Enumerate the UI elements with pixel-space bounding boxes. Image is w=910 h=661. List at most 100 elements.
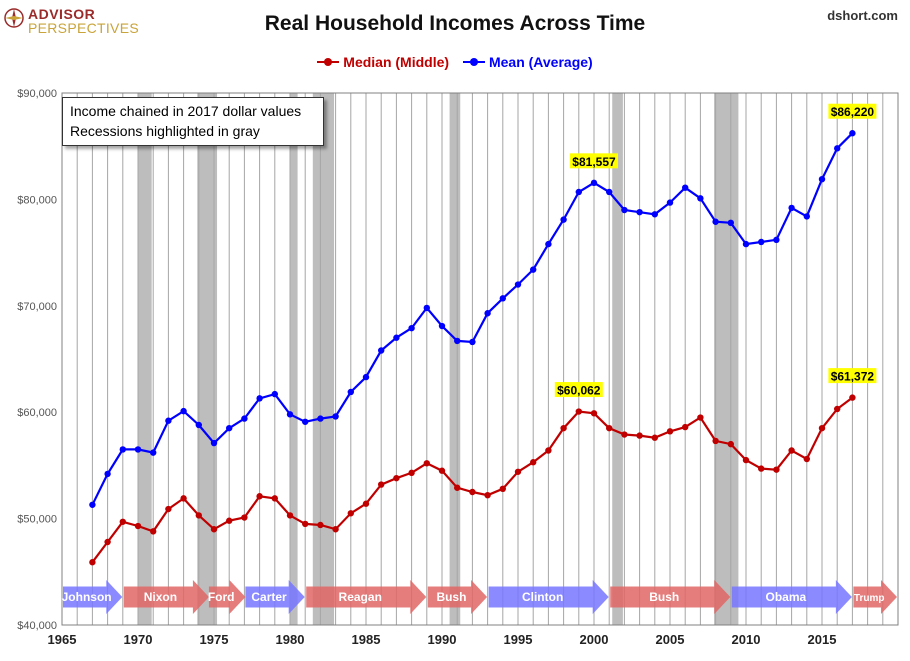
data-point-median bbox=[803, 455, 810, 463]
president-label: Ford bbox=[208, 590, 235, 604]
data-point-median bbox=[210, 526, 218, 533]
data-point-mean bbox=[104, 470, 111, 478]
data-point-median bbox=[89, 559, 96, 566]
data-point-mean bbox=[742, 240, 750, 248]
x-tick-label: 1975 bbox=[200, 632, 229, 647]
data-point-median bbox=[286, 512, 294, 519]
president-label: Clinton bbox=[522, 590, 563, 604]
annotation-highlight-1 bbox=[570, 153, 618, 169]
data-point-median bbox=[256, 493, 263, 500]
data-point-mean bbox=[590, 179, 598, 187]
data-point-median bbox=[484, 491, 491, 499]
data-point-median bbox=[697, 414, 704, 421]
data-point-median bbox=[302, 520, 309, 528]
president-label: Carter bbox=[251, 590, 287, 604]
legend-item-mean: Mean (Average) bbox=[462, 54, 593, 70]
data-point-mean bbox=[119, 446, 127, 453]
annotation-highlight-0 bbox=[554, 382, 603, 398]
data-point-mean bbox=[423, 304, 430, 312]
data-point-median bbox=[773, 466, 780, 473]
data-point-median bbox=[818, 424, 826, 432]
data-point-median bbox=[575, 408, 582, 415]
annotation-highlight-3 bbox=[828, 103, 877, 119]
data-point-mean bbox=[165, 417, 172, 424]
data-point-mean bbox=[621, 206, 628, 214]
data-point-median bbox=[347, 510, 354, 517]
data-point-mean bbox=[393, 334, 400, 341]
data-point-mean bbox=[378, 347, 385, 354]
y-tick-label: $80,000 bbox=[17, 194, 57, 206]
data-point-mean bbox=[803, 213, 810, 220]
data-point-median bbox=[545, 447, 552, 454]
data-point-median bbox=[317, 521, 324, 529]
advisor-perspectives-logo: ADVISOR PERSPECTIVES bbox=[4, 6, 144, 40]
data-point-median bbox=[742, 456, 750, 464]
data-point-median bbox=[150, 528, 157, 535]
data-point-mean bbox=[818, 175, 826, 183]
x-tick-label: 1985 bbox=[352, 632, 381, 647]
president-arrow-carter bbox=[245, 580, 305, 614]
data-point-median bbox=[438, 467, 446, 474]
note-line-recessions: Recessions highlighted in gray bbox=[70, 123, 260, 139]
annotation-label: $61,372 bbox=[831, 370, 875, 384]
y-tick-label: $90,000 bbox=[17, 88, 57, 100]
data-point-median bbox=[606, 424, 613, 432]
data-point-median bbox=[758, 465, 765, 472]
data-point-median bbox=[195, 512, 202, 519]
legend-swatch-median bbox=[317, 56, 340, 68]
data-point-mean bbox=[362, 373, 370, 381]
data-point-mean bbox=[651, 211, 658, 218]
data-point-median bbox=[682, 423, 689, 431]
president-arrow-johnson bbox=[63, 580, 123, 614]
data-point-mean bbox=[241, 415, 248, 422]
data-point-median bbox=[271, 495, 278, 502]
recession-band-5 bbox=[612, 93, 623, 625]
data-point-median bbox=[636, 432, 643, 439]
legend-swatch-mean bbox=[462, 56, 485, 68]
data-point-median bbox=[104, 538, 111, 546]
annotation-label: $60,062 bbox=[557, 384, 601, 398]
logo-text-perspectives: PERSPECTIVES bbox=[28, 20, 139, 36]
legend-label-median: Median (Middle) bbox=[343, 54, 450, 70]
data-point-mean bbox=[150, 449, 157, 456]
data-point-mean bbox=[89, 501, 96, 508]
chart-title: Real Household Incomes Across Time bbox=[264, 12, 646, 35]
data-point-mean bbox=[195, 421, 202, 429]
data-point-mean bbox=[226, 424, 233, 432]
recession-band-3 bbox=[312, 93, 335, 625]
president-arrow-bush bbox=[427, 580, 488, 614]
recession-band-2 bbox=[290, 93, 298, 625]
data-point-median bbox=[712, 437, 719, 445]
data-point-mean bbox=[758, 238, 765, 246]
recession-band-6 bbox=[714, 93, 739, 625]
chart-legend: Median (Middle) Mean (Average) bbox=[0, 54, 910, 71]
x-tick-label: 1995 bbox=[504, 632, 533, 647]
president-arrow-bush bbox=[610, 580, 731, 614]
president-label: Bush bbox=[649, 590, 679, 604]
data-point-median bbox=[469, 488, 476, 496]
data-point-mean bbox=[560, 216, 567, 223]
data-point-mean bbox=[499, 295, 506, 302]
data-point-mean bbox=[666, 199, 674, 206]
data-point-median bbox=[180, 495, 187, 502]
data-point-mean bbox=[530, 266, 537, 273]
president-arrow-reagan bbox=[306, 580, 427, 614]
legend-label-mean: Mean (Average) bbox=[488, 54, 593, 70]
recession-band-1 bbox=[197, 93, 218, 625]
data-point-median bbox=[378, 481, 385, 488]
data-point-mean bbox=[271, 390, 278, 398]
data-point-median bbox=[423, 460, 430, 467]
data-point-median bbox=[134, 522, 142, 530]
data-point-median bbox=[499, 485, 506, 493]
annotation-highlight-2 bbox=[828, 368, 877, 384]
recession-band-4 bbox=[449, 93, 461, 625]
data-point-median bbox=[590, 410, 598, 417]
data-point-median bbox=[119, 518, 127, 525]
data-point-mean bbox=[454, 337, 461, 345]
data-point-median bbox=[362, 500, 370, 507]
data-point-mean bbox=[682, 184, 689, 191]
data-point-mean bbox=[514, 281, 522, 288]
president-label: Nixon bbox=[144, 590, 177, 604]
data-point-median bbox=[241, 514, 248, 521]
x-tick-label: 2010 bbox=[732, 632, 761, 647]
